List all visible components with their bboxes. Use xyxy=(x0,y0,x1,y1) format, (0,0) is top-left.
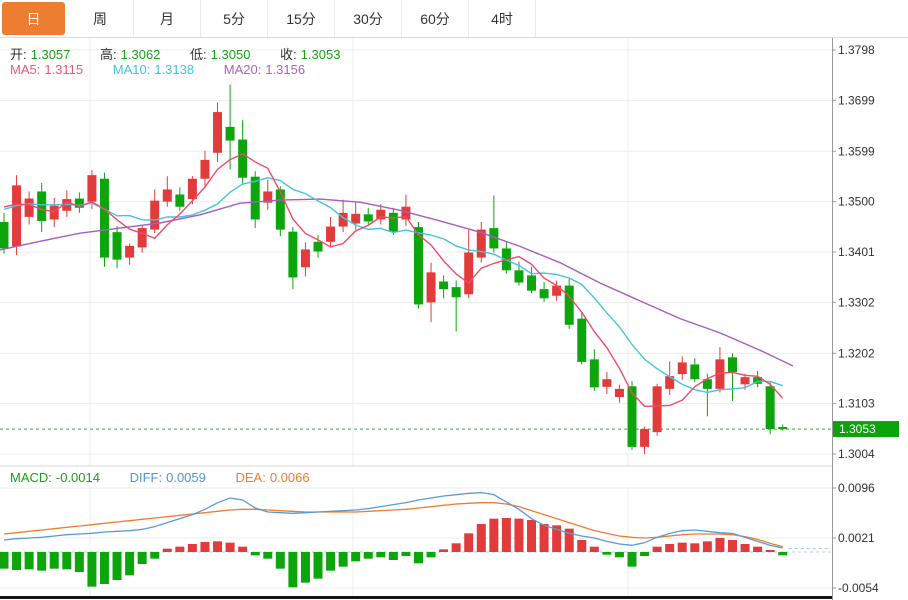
svg-text:0.0021: 0.0021 xyxy=(838,531,875,545)
ma-legend: MA5: 1.3115 MA10: 1.3138 MA20: 1.3156 xyxy=(10,62,309,77)
diff-label: DIFF: xyxy=(129,470,163,485)
tab-month[interactable]: 月 xyxy=(134,0,201,37)
ma10-value: 1.3138 xyxy=(154,62,195,77)
dea-value: 0.0066 xyxy=(269,470,310,485)
svg-text:1.3202: 1.3202 xyxy=(838,346,875,360)
ma10-label: MA10: xyxy=(112,62,151,77)
svg-text:1.3004: 1.3004 xyxy=(838,447,875,461)
macd-legend: MACD: -0.0014 DIFF: 0.0059 DEA: 0.0066 xyxy=(10,470,314,485)
tab-5min[interactable]: 5分 xyxy=(201,0,268,37)
tab-4hour[interactable]: 4时 xyxy=(469,0,536,37)
svg-text:1.3599: 1.3599 xyxy=(838,144,875,158)
svg-text:1.3798: 1.3798 xyxy=(838,43,875,57)
diff-value: 0.0059 xyxy=(166,470,206,485)
svg-text:1.3302: 1.3302 xyxy=(838,295,875,309)
ma5-value: 1.3115 xyxy=(44,62,84,77)
tab-week[interactable]: 周 xyxy=(67,0,134,37)
tab-30min[interactable]: 30分 xyxy=(335,0,402,37)
high-value: 1.3062 xyxy=(120,47,161,62)
tab-60min[interactable]: 60分 xyxy=(402,0,469,37)
close-value: 1.3053 xyxy=(300,47,341,62)
svg-text:-0.0054: -0.0054 xyxy=(838,581,879,595)
svg-text:1.3699: 1.3699 xyxy=(838,93,875,107)
low-value: 1.3050 xyxy=(210,47,251,62)
ma5-label: MA5: xyxy=(10,62,41,77)
svg-text:1.3103: 1.3103 xyxy=(838,397,875,411)
low-label: 低: xyxy=(190,47,207,62)
svg-text:1.3401: 1.3401 xyxy=(838,245,875,259)
macd-value: -0.0014 xyxy=(55,470,100,485)
close-label: 收: xyxy=(280,47,297,62)
svg-text:1.3500: 1.3500 xyxy=(838,195,875,209)
open-value: 1.3057 xyxy=(30,47,71,62)
ohlc-legend: 开: 1.3057 高: 1.3062 低: 1.3050 收: 1.3053 xyxy=(10,44,344,63)
ma20-label: MA20: xyxy=(223,62,262,77)
macd-label: MACD: xyxy=(10,470,52,485)
period-tabbar: 日 周 月 5分 15分 30分 60分 4时 xyxy=(0,0,908,38)
svg-text:0.0096: 0.0096 xyxy=(838,481,875,495)
ma20-value: 1.3156 xyxy=(265,62,306,77)
tab-day[interactable]: 日 xyxy=(2,2,65,35)
high-label: 高: xyxy=(100,47,117,62)
svg-text:1.3053: 1.3053 xyxy=(839,422,876,436)
open-label: 开: xyxy=(10,47,27,62)
tab-15min[interactable]: 15分 xyxy=(268,0,335,37)
dea-label: DEA: xyxy=(235,470,266,485)
